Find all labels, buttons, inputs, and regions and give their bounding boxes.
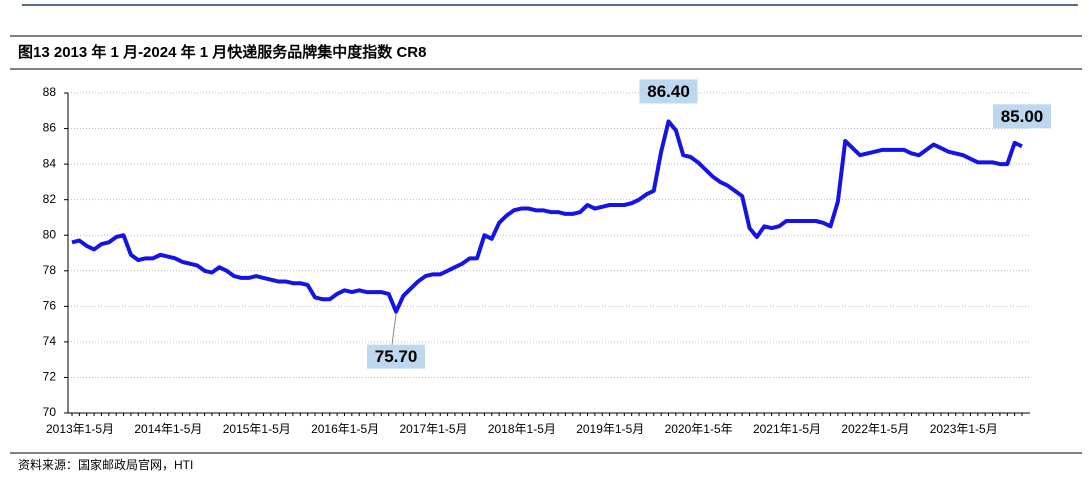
value-label-box [993, 104, 1051, 129]
chart-title: 图13 2013 年 1 月-2024 年 1 月快递服务品牌集中度指数 CR8 [18, 43, 426, 61]
y-tick-label: 78 [43, 263, 57, 277]
x-tick-label: 2018年1-5月 [488, 422, 556, 436]
series-line [71, 119, 1023, 314]
x-tick-label: 2015年1-5月 [223, 422, 291, 436]
x-tick-label: 2013年1-5月 [46, 422, 114, 436]
y-tick-label: 84 [43, 156, 57, 170]
value-label: 75.70 [375, 347, 418, 366]
label-leader [391, 313, 397, 345]
x-tick-label: 2020年1-5年 [665, 422, 733, 436]
y-tick-label: 88 [43, 85, 57, 99]
y-tick-label: 82 [43, 192, 57, 206]
y-tick-label: 74 [43, 334, 57, 348]
x-tick-label: 2016年1-5月 [311, 422, 379, 436]
x-tick-label: 2019年1-5月 [576, 422, 644, 436]
value-label: 86.40 [647, 82, 690, 101]
x-tick-label: 2017年1-5月 [399, 422, 467, 436]
x-tick-label: 2022年1-5月 [841, 422, 909, 436]
y-tick-label: 72 [43, 370, 57, 384]
value-label: 85.00 [1001, 107, 1044, 126]
y-tick-label: 70 [43, 405, 57, 419]
value-label-box [639, 79, 698, 104]
y-tick-label: 76 [43, 299, 57, 313]
x-tick-label: 2014年1-5月 [134, 422, 202, 436]
y-tick-label: 86 [43, 121, 57, 135]
y-tick-label: 80 [43, 227, 57, 241]
value-label-box [367, 344, 426, 369]
x-tick-label: 2021年1-5月 [753, 422, 821, 436]
x-tick-label: 2023年1-5月 [930, 422, 998, 436]
source: 资料来源：国家邮政局官网，HTI [18, 457, 193, 472]
